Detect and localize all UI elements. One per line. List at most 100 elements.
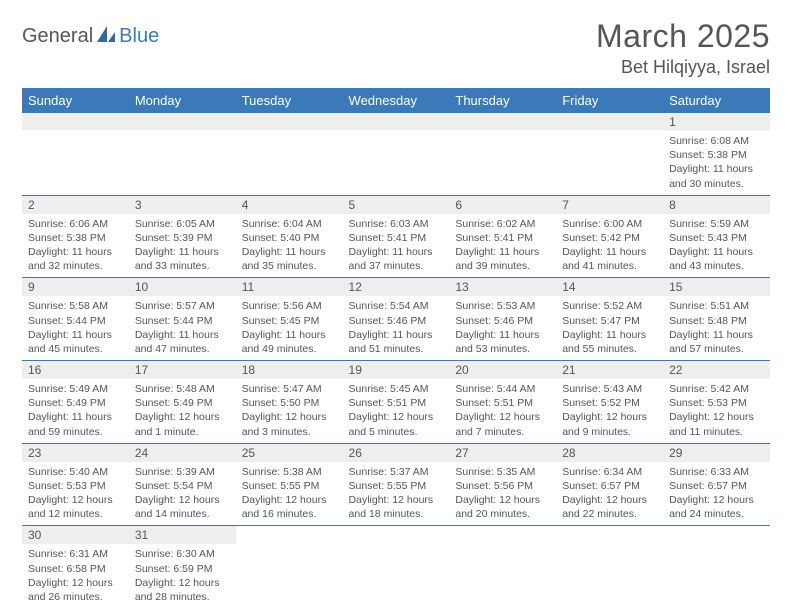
- daylight-text: Daylight: 11 hours and 41 minutes.: [562, 245, 657, 273]
- daylight-text: Daylight: 11 hours and 30 minutes.: [669, 162, 764, 190]
- daylight-text: Daylight: 11 hours and 51 minutes.: [349, 328, 444, 356]
- daylight-text: Daylight: 11 hours and 49 minutes.: [242, 328, 337, 356]
- sunset-text: Sunset: 6:58 PM: [28, 562, 123, 576]
- calendar-day-cell: 2Sunrise: 6:06 AMSunset: 5:38 PMDaylight…: [22, 195, 129, 278]
- sunrise-text: Sunrise: 5:47 AM: [242, 382, 337, 396]
- day-details: Sunrise: 6:04 AMSunset: 5:40 PMDaylight:…: [236, 214, 343, 278]
- day-number: 8: [663, 196, 770, 214]
- calendar-day-cell: 19Sunrise: 5:45 AMSunset: 5:51 PMDayligh…: [343, 361, 450, 444]
- day-details: Sunrise: 6:34 AMSunset: 6:57 PMDaylight:…: [556, 462, 663, 526]
- sunset-text: Sunset: 5:46 PM: [349, 314, 444, 328]
- sunset-text: Sunset: 5:51 PM: [349, 396, 444, 410]
- day-details: Sunrise: 5:42 AMSunset: 5:53 PMDaylight:…: [663, 379, 770, 443]
- calendar-day-cell: 25Sunrise: 5:38 AMSunset: 5:55 PMDayligh…: [236, 443, 343, 526]
- day-details: Sunrise: 5:39 AMSunset: 5:54 PMDaylight:…: [129, 462, 236, 526]
- calendar-week-row: 16Sunrise: 5:49 AMSunset: 5:49 PMDayligh…: [22, 361, 770, 444]
- sunset-text: Sunset: 5:49 PM: [28, 396, 123, 410]
- daylight-text: Daylight: 12 hours and 18 minutes.: [349, 493, 444, 521]
- day-details: Sunrise: 5:57 AMSunset: 5:44 PMDaylight:…: [129, 296, 236, 360]
- weekday-header: Thursday: [449, 88, 556, 113]
- calendar-day-cell: 23Sunrise: 5:40 AMSunset: 5:53 PMDayligh…: [22, 443, 129, 526]
- calendar-day-cell: [449, 526, 556, 608]
- weekday-header: Sunday: [22, 88, 129, 113]
- day-number: 1: [663, 113, 770, 131]
- day-number: 3: [129, 196, 236, 214]
- calendar-day-cell: 11Sunrise: 5:56 AMSunset: 5:45 PMDayligh…: [236, 278, 343, 361]
- sunset-text: Sunset: 5:50 PM: [242, 396, 337, 410]
- daylight-text: Daylight: 12 hours and 14 minutes.: [135, 493, 230, 521]
- calendar-day-cell: 27Sunrise: 5:35 AMSunset: 5:56 PMDayligh…: [449, 443, 556, 526]
- day-number: 10: [129, 278, 236, 296]
- day-details: Sunrise: 5:53 AMSunset: 5:46 PMDaylight:…: [449, 296, 556, 360]
- sunrise-text: Sunrise: 5:54 AM: [349, 299, 444, 313]
- weekday-header-row: Sunday Monday Tuesday Wednesday Thursday…: [22, 88, 770, 113]
- sunset-text: Sunset: 5:43 PM: [669, 231, 764, 245]
- day-number-empty: [22, 113, 129, 130]
- sunrise-text: Sunrise: 5:57 AM: [135, 299, 230, 313]
- sunset-text: Sunset: 5:48 PM: [669, 314, 764, 328]
- day-details: Sunrise: 6:08 AMSunset: 5:38 PMDaylight:…: [663, 131, 770, 195]
- day-details: Sunrise: 5:38 AMSunset: 5:55 PMDaylight:…: [236, 462, 343, 526]
- calendar-week-row: 2Sunrise: 6:06 AMSunset: 5:38 PMDaylight…: [22, 195, 770, 278]
- calendar-day-cell: 10Sunrise: 5:57 AMSunset: 5:44 PMDayligh…: [129, 278, 236, 361]
- sunrise-text: Sunrise: 6:31 AM: [28, 547, 123, 561]
- calendar-day-cell: 5Sunrise: 6:03 AMSunset: 5:41 PMDaylight…: [343, 195, 450, 278]
- daylight-text: Daylight: 11 hours and 47 minutes.: [135, 328, 230, 356]
- calendar-day-cell: [663, 526, 770, 608]
- day-details: Sunrise: 5:58 AMSunset: 5:44 PMDaylight:…: [22, 296, 129, 360]
- sunset-text: Sunset: 5:46 PM: [455, 314, 550, 328]
- day-details: Sunrise: 6:05 AMSunset: 5:39 PMDaylight:…: [129, 214, 236, 278]
- day-number: 22: [663, 361, 770, 379]
- day-details: Sunrise: 5:45 AMSunset: 5:51 PMDaylight:…: [343, 379, 450, 443]
- day-number: 30: [22, 526, 129, 544]
- daylight-text: Daylight: 12 hours and 26 minutes.: [28, 576, 123, 604]
- daylight-text: Daylight: 12 hours and 24 minutes.: [669, 493, 764, 521]
- sunrise-text: Sunrise: 5:43 AM: [562, 382, 657, 396]
- day-details: Sunrise: 5:52 AMSunset: 5:47 PMDaylight:…: [556, 296, 663, 360]
- day-details: Sunrise: 5:48 AMSunset: 5:49 PMDaylight:…: [129, 379, 236, 443]
- sunrise-text: Sunrise: 5:58 AM: [28, 299, 123, 313]
- daylight-text: Daylight: 11 hours and 33 minutes.: [135, 245, 230, 273]
- sunset-text: Sunset: 5:41 PM: [349, 231, 444, 245]
- calendar-day-cell: 13Sunrise: 5:53 AMSunset: 5:46 PMDayligh…: [449, 278, 556, 361]
- day-number: 6: [449, 196, 556, 214]
- day-number-empty: [343, 113, 450, 130]
- sunrise-text: Sunrise: 5:42 AM: [669, 382, 764, 396]
- sunrise-text: Sunrise: 5:35 AM: [455, 465, 550, 479]
- calendar-day-cell: [449, 113, 556, 195]
- calendar-day-cell: 31Sunrise: 6:30 AMSunset: 6:59 PMDayligh…: [129, 526, 236, 608]
- day-number: 16: [22, 361, 129, 379]
- sunrise-text: Sunrise: 6:00 AM: [562, 217, 657, 231]
- daylight-text: Daylight: 11 hours and 59 minutes.: [28, 410, 123, 438]
- weekday-header: Monday: [129, 88, 236, 113]
- daylight-text: Daylight: 12 hours and 3 minutes.: [242, 410, 337, 438]
- daylight-text: Daylight: 12 hours and 5 minutes.: [349, 410, 444, 438]
- daylight-text: Daylight: 11 hours and 32 minutes.: [28, 245, 123, 273]
- day-details: Sunrise: 5:37 AMSunset: 5:55 PMDaylight:…: [343, 462, 450, 526]
- sunset-text: Sunset: 5:49 PM: [135, 396, 230, 410]
- day-number: 24: [129, 444, 236, 462]
- day-details: Sunrise: 5:43 AMSunset: 5:52 PMDaylight:…: [556, 379, 663, 443]
- day-number: 4: [236, 196, 343, 214]
- day-number: 31: [129, 526, 236, 544]
- sunset-text: Sunset: 5:44 PM: [28, 314, 123, 328]
- sunrise-text: Sunrise: 6:34 AM: [562, 465, 657, 479]
- day-number: 19: [343, 361, 450, 379]
- daylight-text: Daylight: 11 hours and 45 minutes.: [28, 328, 123, 356]
- sunset-text: Sunset: 5:44 PM: [135, 314, 230, 328]
- brand-sail-icon: [95, 24, 117, 49]
- day-number: 9: [22, 278, 129, 296]
- calendar-day-cell: 8Sunrise: 5:59 AMSunset: 5:43 PMDaylight…: [663, 195, 770, 278]
- day-number: 23: [22, 444, 129, 462]
- sunrise-text: Sunrise: 6:02 AM: [455, 217, 550, 231]
- daylight-text: Daylight: 12 hours and 28 minutes.: [135, 576, 230, 604]
- day-details: Sunrise: 6:00 AMSunset: 5:42 PMDaylight:…: [556, 214, 663, 278]
- sunrise-text: Sunrise: 5:51 AM: [669, 299, 764, 313]
- sunrise-text: Sunrise: 5:49 AM: [28, 382, 123, 396]
- day-details: Sunrise: 5:59 AMSunset: 5:43 PMDaylight:…: [663, 214, 770, 278]
- calendar-day-cell: 7Sunrise: 6:00 AMSunset: 5:42 PMDaylight…: [556, 195, 663, 278]
- sunrise-text: Sunrise: 5:38 AM: [242, 465, 337, 479]
- sunset-text: Sunset: 5:42 PM: [562, 231, 657, 245]
- daylight-text: Daylight: 11 hours and 39 minutes.: [455, 245, 550, 273]
- calendar-day-cell: 1Sunrise: 6:08 AMSunset: 5:38 PMDaylight…: [663, 113, 770, 195]
